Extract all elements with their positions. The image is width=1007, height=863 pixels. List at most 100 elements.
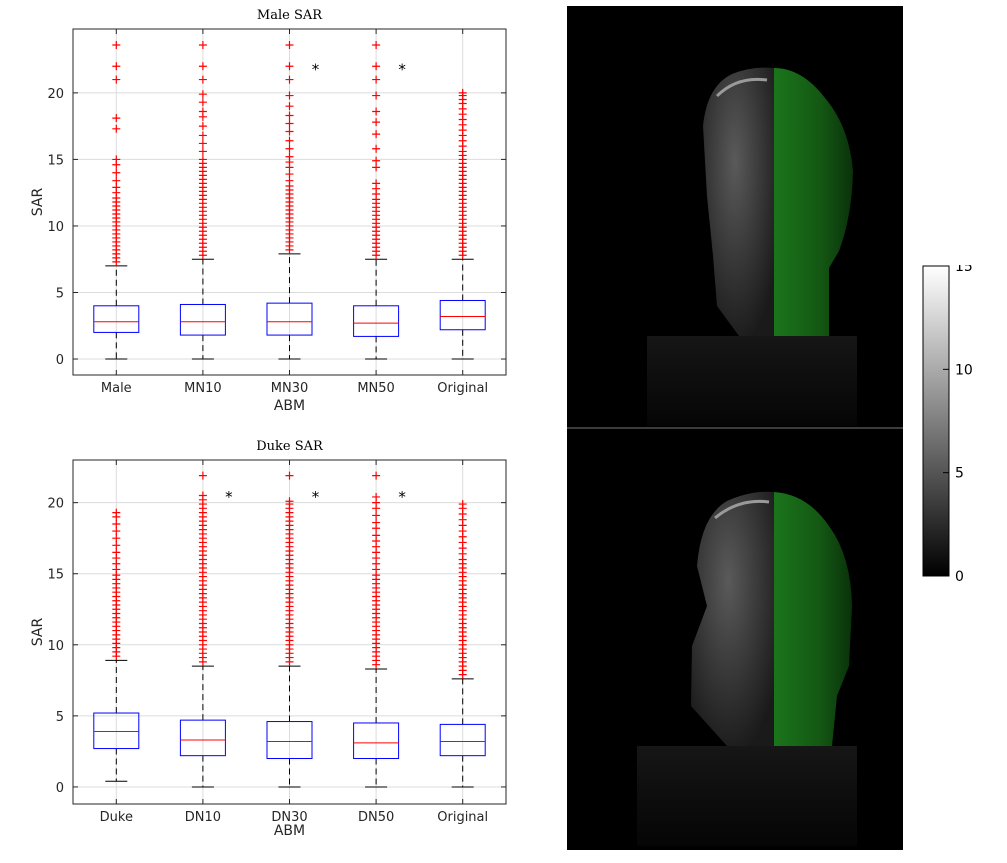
- outlier-marker: [285, 497, 294, 506]
- outlier-marker: [372, 91, 381, 100]
- outlier-marker: [372, 492, 381, 501]
- y-tick-label: 10: [47, 220, 64, 235]
- x-tick-label: Original: [437, 381, 488, 396]
- outlier-marker: [372, 75, 381, 84]
- y-tick-label: 20: [47, 497, 64, 512]
- outlier-marker: [285, 136, 294, 145]
- sar-head-image-panel: [567, 6, 903, 850]
- chart-title: Male SAR: [257, 8, 323, 23]
- colorbar-gradient: [922, 265, 950, 577]
- x-tick-label: DN30: [271, 810, 307, 825]
- outlier-marker: [372, 179, 381, 188]
- male-sar-head-image: [647, 67, 857, 426]
- outlier-marker: [458, 88, 467, 97]
- outlier-marker: [198, 40, 207, 49]
- y-tick-label: 0: [56, 781, 64, 796]
- outlier-marker: [198, 122, 207, 131]
- outlier-marker: [112, 155, 121, 164]
- outlier-marker: [285, 91, 294, 100]
- box-iqr: [353, 305, 400, 337]
- outlier-marker: [285, 111, 294, 120]
- significance-marker: *: [398, 60, 406, 78]
- outlier-marker: [198, 471, 207, 480]
- colorbar-tick-label: 5: [955, 466, 964, 482]
- outlier-marker: [285, 75, 294, 84]
- y-tick-label: 20: [47, 87, 64, 102]
- outlier-marker: [112, 168, 121, 177]
- significance-marker: *: [225, 488, 233, 506]
- significance-marker: *: [398, 488, 406, 506]
- colorbar: 0 5 10 15: [922, 265, 1002, 585]
- colorbar-tick-label: 10: [955, 362, 973, 378]
- box-iqr: [266, 721, 313, 760]
- x-tick-label: MN30: [271, 381, 308, 396]
- box-iqr: [93, 305, 140, 333]
- outlier-marker: [372, 107, 381, 116]
- x-tick-label: MN50: [357, 381, 394, 396]
- outlier-marker: [112, 548, 121, 557]
- box-iqr: [439, 723, 486, 757]
- colorbar-tick-label: 0: [955, 569, 964, 585]
- duke-sar-boxplot: 0 5 10 15 20 Duke DN10 DN30 DN50 Original Duke SAR…: [0, 430, 560, 863]
- duke-sar-chart-svg: 0 5 10 15 20 Duke DN10 DN30 DN50 Original Duke SAR…: [30, 439, 507, 839]
- x-tick-label: Duke: [100, 810, 133, 825]
- outlier-marker: [458, 500, 467, 509]
- significance-marker: *: [312, 488, 320, 506]
- outlier-marker: [198, 107, 207, 116]
- box-iqr: [266, 302, 313, 336]
- outlier-marker: [372, 471, 381, 480]
- outlier-marker: [112, 124, 121, 133]
- outlier-marker: [112, 176, 121, 185]
- x-tick-label: Male: [101, 381, 132, 396]
- outlier-marker: [198, 147, 207, 156]
- outlier-marker: [372, 531, 381, 540]
- outlier-marker: [285, 119, 294, 128]
- y-axis-label: SAR: [30, 618, 46, 647]
- outlier-marker: [198, 75, 207, 84]
- x-tick-label: DN50: [358, 810, 394, 825]
- x-tick-label: Original: [437, 810, 488, 825]
- y-tick-label: 0: [56, 353, 64, 368]
- chart-title: Duke SAR: [256, 439, 324, 454]
- duke-sar-head-image: [637, 491, 857, 846]
- outlier-marker: [112, 114, 121, 123]
- colorbar-svg: 0 5 10 15: [922, 265, 973, 585]
- x-tick-label: DN10: [185, 810, 221, 825]
- male-sar-chart-svg: 0 5 10 15 20 Male MN10 MN30 MN50 Original Male SAR…: [30, 8, 507, 414]
- box-iqr: [353, 722, 400, 760]
- y-tick-label: 15: [47, 568, 64, 583]
- box-iqr: [179, 719, 226, 757]
- outlier-marker: [112, 508, 121, 517]
- sar-head-images: [567, 67, 903, 846]
- outlier-marker: [285, 144, 294, 153]
- outlier-marker: [372, 156, 381, 165]
- outlier-marker: [112, 519, 121, 528]
- box-iqr: [179, 303, 226, 336]
- y-tick-label: 10: [47, 639, 64, 654]
- outlier-marker: [112, 40, 121, 49]
- outlier-marker: [198, 139, 207, 148]
- outlier-marker: [198, 90, 207, 99]
- outlier-marker: [112, 75, 121, 84]
- x-axis-label: ABM: [274, 398, 305, 414]
- y-tick-label: 5: [56, 286, 64, 301]
- male-sar-boxplot: 0 5 10 15 20 Male MN10 MN30 MN50 Original Male SAR…: [0, 0, 560, 430]
- y-axis-label: SAR: [30, 188, 46, 217]
- colorbar-tick-label: 15: [955, 265, 973, 275]
- outlier-marker: [285, 40, 294, 49]
- box-iqr: [93, 712, 140, 750]
- outlier-marker: [372, 130, 381, 139]
- x-axis-label: ABM: [274, 823, 305, 839]
- outlier-marker: [285, 62, 294, 71]
- outlier-marker: [198, 131, 207, 140]
- outlier-marker: [198, 98, 207, 107]
- y-tick-label: 5: [56, 710, 64, 725]
- outlier-marker: [112, 527, 121, 536]
- outlier-marker: [112, 62, 121, 71]
- outlier-marker: [285, 152, 294, 161]
- outlier-marker: [372, 511, 381, 520]
- outlier-marker: [112, 541, 121, 550]
- outlier-marker: [285, 471, 294, 480]
- outlier-marker: [372, 62, 381, 71]
- outlier-marker: [372, 40, 381, 49]
